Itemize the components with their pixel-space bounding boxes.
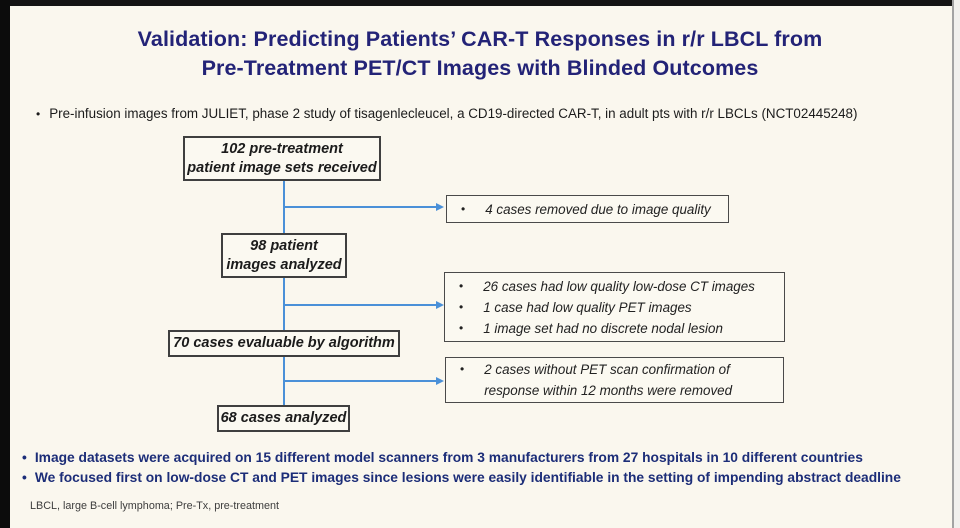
slide-title-line1: Validation: Predicting Patients’ CAR-T R… — [137, 27, 823, 51]
intro-bullet: Pre-infusion images from JULIET, phase 2… — [36, 105, 946, 123]
arrowhead-icon-2 — [436, 300, 444, 309]
flow-box-102-line2: patient image sets received — [187, 159, 377, 176]
branch-line-1 — [284, 206, 436, 208]
flow-side-box-2-removed: 2 cases without PET scan confirmation of… — [445, 357, 784, 403]
branch-line-3 — [284, 380, 436, 382]
flow-box-70-evaluable: 70 cases evaluable by algorithm — [168, 330, 400, 357]
side-item: 4 cases removed due to image quality — [485, 201, 711, 217]
flow-box-70-label: 70 cases evaluable by algorithm — [173, 335, 395, 351]
screen-edge-right — [952, 0, 960, 528]
arrowhead-icon-1 — [436, 202, 444, 211]
flow-box-98-line1: 98 patient — [250, 237, 318, 254]
flow-side-box-4-removed: 4 cases removed due to image quality — [446, 195, 729, 223]
flow-box-98-line2: images analyzed — [226, 256, 342, 273]
branch-line-2 — [284, 304, 436, 306]
flow-box-98-analyzed: 98 patient images analyzed — [221, 233, 347, 278]
flow-side-box-28-excluded: 26 cases had low quality low-dose CT ima… — [444, 272, 785, 342]
slide-title-line2: Pre-Treatment PET/CT Images with Blinded… — [201, 56, 759, 80]
flow-box-102-line1: 102 pre-treatment — [221, 140, 343, 157]
footnote-abbreviations: LBCL, large B-cell lymphoma; Pre-Tx, pre… — [30, 500, 280, 512]
flow-box-102-received: 102 pre-treatment patient image sets rec… — [183, 136, 381, 181]
side-item: 26 cases had low quality low-dose CT ima… — [483, 278, 755, 294]
flow-box-68-analyzed: 68 cases analyzed — [217, 405, 350, 432]
summary-bullet-2: We focused first on low-dose CT and PET … — [22, 469, 952, 486]
slide-title: Validation: Predicting Patients’ CAR-T R… — [40, 25, 920, 83]
side-item: 2 cases without PET scan confirmation of… — [484, 362, 733, 398]
arrowhead-icon-3 — [436, 376, 444, 385]
flow-box-68-label: 68 cases analyzed — [220, 410, 347, 426]
screen-edge-top — [0, 0, 960, 6]
side-item: 1 case had low quality PET images — [483, 299, 692, 315]
side-item: 1 image set had no discrete nodal lesion — [483, 320, 723, 336]
summary-bullet-1: Image datasets were acquired on 15 diffe… — [22, 449, 952, 466]
screen-edge-left — [0, 0, 10, 528]
